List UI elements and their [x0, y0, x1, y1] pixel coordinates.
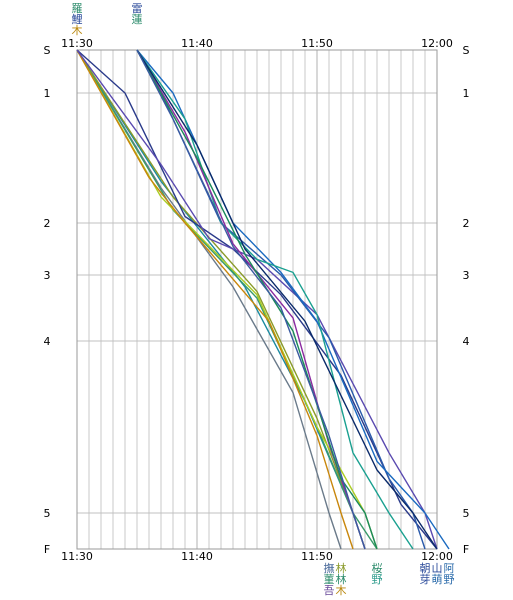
series-line-6	[76, 49, 354, 550]
bottom-marker-label: 野	[372, 573, 383, 586]
bottom-marker-label: 木	[336, 584, 347, 597]
plot-frame	[76, 49, 438, 550]
y-tick-label-right: 2	[463, 217, 470, 230]
y-tick-label-right: S	[463, 44, 470, 57]
series-line-11	[136, 49, 414, 550]
series-line-4	[76, 49, 378, 550]
top-marker-label: 蓮	[132, 12, 143, 26]
series-line-8	[76, 49, 438, 550]
series-group	[76, 49, 450, 550]
axes: 11:30 11:30 11:40 11:40 11:50 11:50 12:00 12:00…	[44, 37, 470, 563]
bottom-marker-label: 芽	[420, 572, 431, 586]
bottom-marker-label: 阿	[444, 562, 455, 575]
series-line-10	[136, 49, 450, 550]
x-tick-label-bottom: 11:40	[181, 550, 213, 563]
x-tick-label-top: 12:00	[421, 37, 453, 50]
top-marker-label: 羅	[72, 2, 83, 15]
top-marker-label: 木	[72, 24, 83, 37]
y-tick-label-left: 3	[44, 269, 51, 282]
y-tick-label-right: 5	[463, 507, 470, 520]
bottom-marker-label: 撫	[324, 561, 335, 575]
series-line-15	[136, 49, 366, 550]
y-tick-label-left: 2	[44, 217, 51, 230]
y-tick-label-left: S	[44, 44, 51, 57]
x-tick-label-top: 11:30	[61, 37, 93, 50]
bottom-marker-label: 朝	[420, 562, 431, 575]
y-tick-label-right: F	[463, 543, 469, 556]
y-tick-label-left: 4	[44, 335, 51, 348]
y-tick-label-left: 5	[44, 507, 51, 520]
bottom-marker-label: 菫	[324, 573, 335, 586]
bottom-marker-label: 林	[336, 561, 347, 575]
series-line-1	[76, 49, 342, 550]
x-tick-label-bottom: 11:30	[61, 550, 93, 563]
y-tick-label-right: 1	[463, 87, 470, 100]
series-line-14	[136, 49, 438, 550]
bottom-marker-label: 桜	[372, 561, 383, 575]
bottom-marker-label: 吾	[324, 584, 335, 597]
top-marker-label: 鯉	[72, 12, 83, 26]
y-tick-label-right: 4	[463, 335, 470, 348]
x-tick-label-top: 11:40	[181, 37, 213, 50]
x-tick-label-bottom: 12:00	[421, 550, 453, 563]
series-line-13	[136, 49, 378, 550]
y-tick-label-left: 1	[44, 87, 51, 100]
y-tick-label-right: 3	[463, 269, 470, 282]
y-tick-label-left: F	[44, 543, 50, 556]
x-tick-label-top: 11:50	[301, 37, 333, 50]
bottom-marker-label: 林	[336, 572, 347, 586]
series-line-7	[76, 49, 438, 550]
bottom-marker-label: 野	[444, 573, 455, 586]
bottom-marker-label: 山	[432, 562, 443, 575]
top-marker-label: 雷	[132, 2, 143, 15]
bottom-marker-label: 萌	[432, 572, 443, 586]
x-tick-label-bottom: 11:50	[301, 550, 333, 563]
